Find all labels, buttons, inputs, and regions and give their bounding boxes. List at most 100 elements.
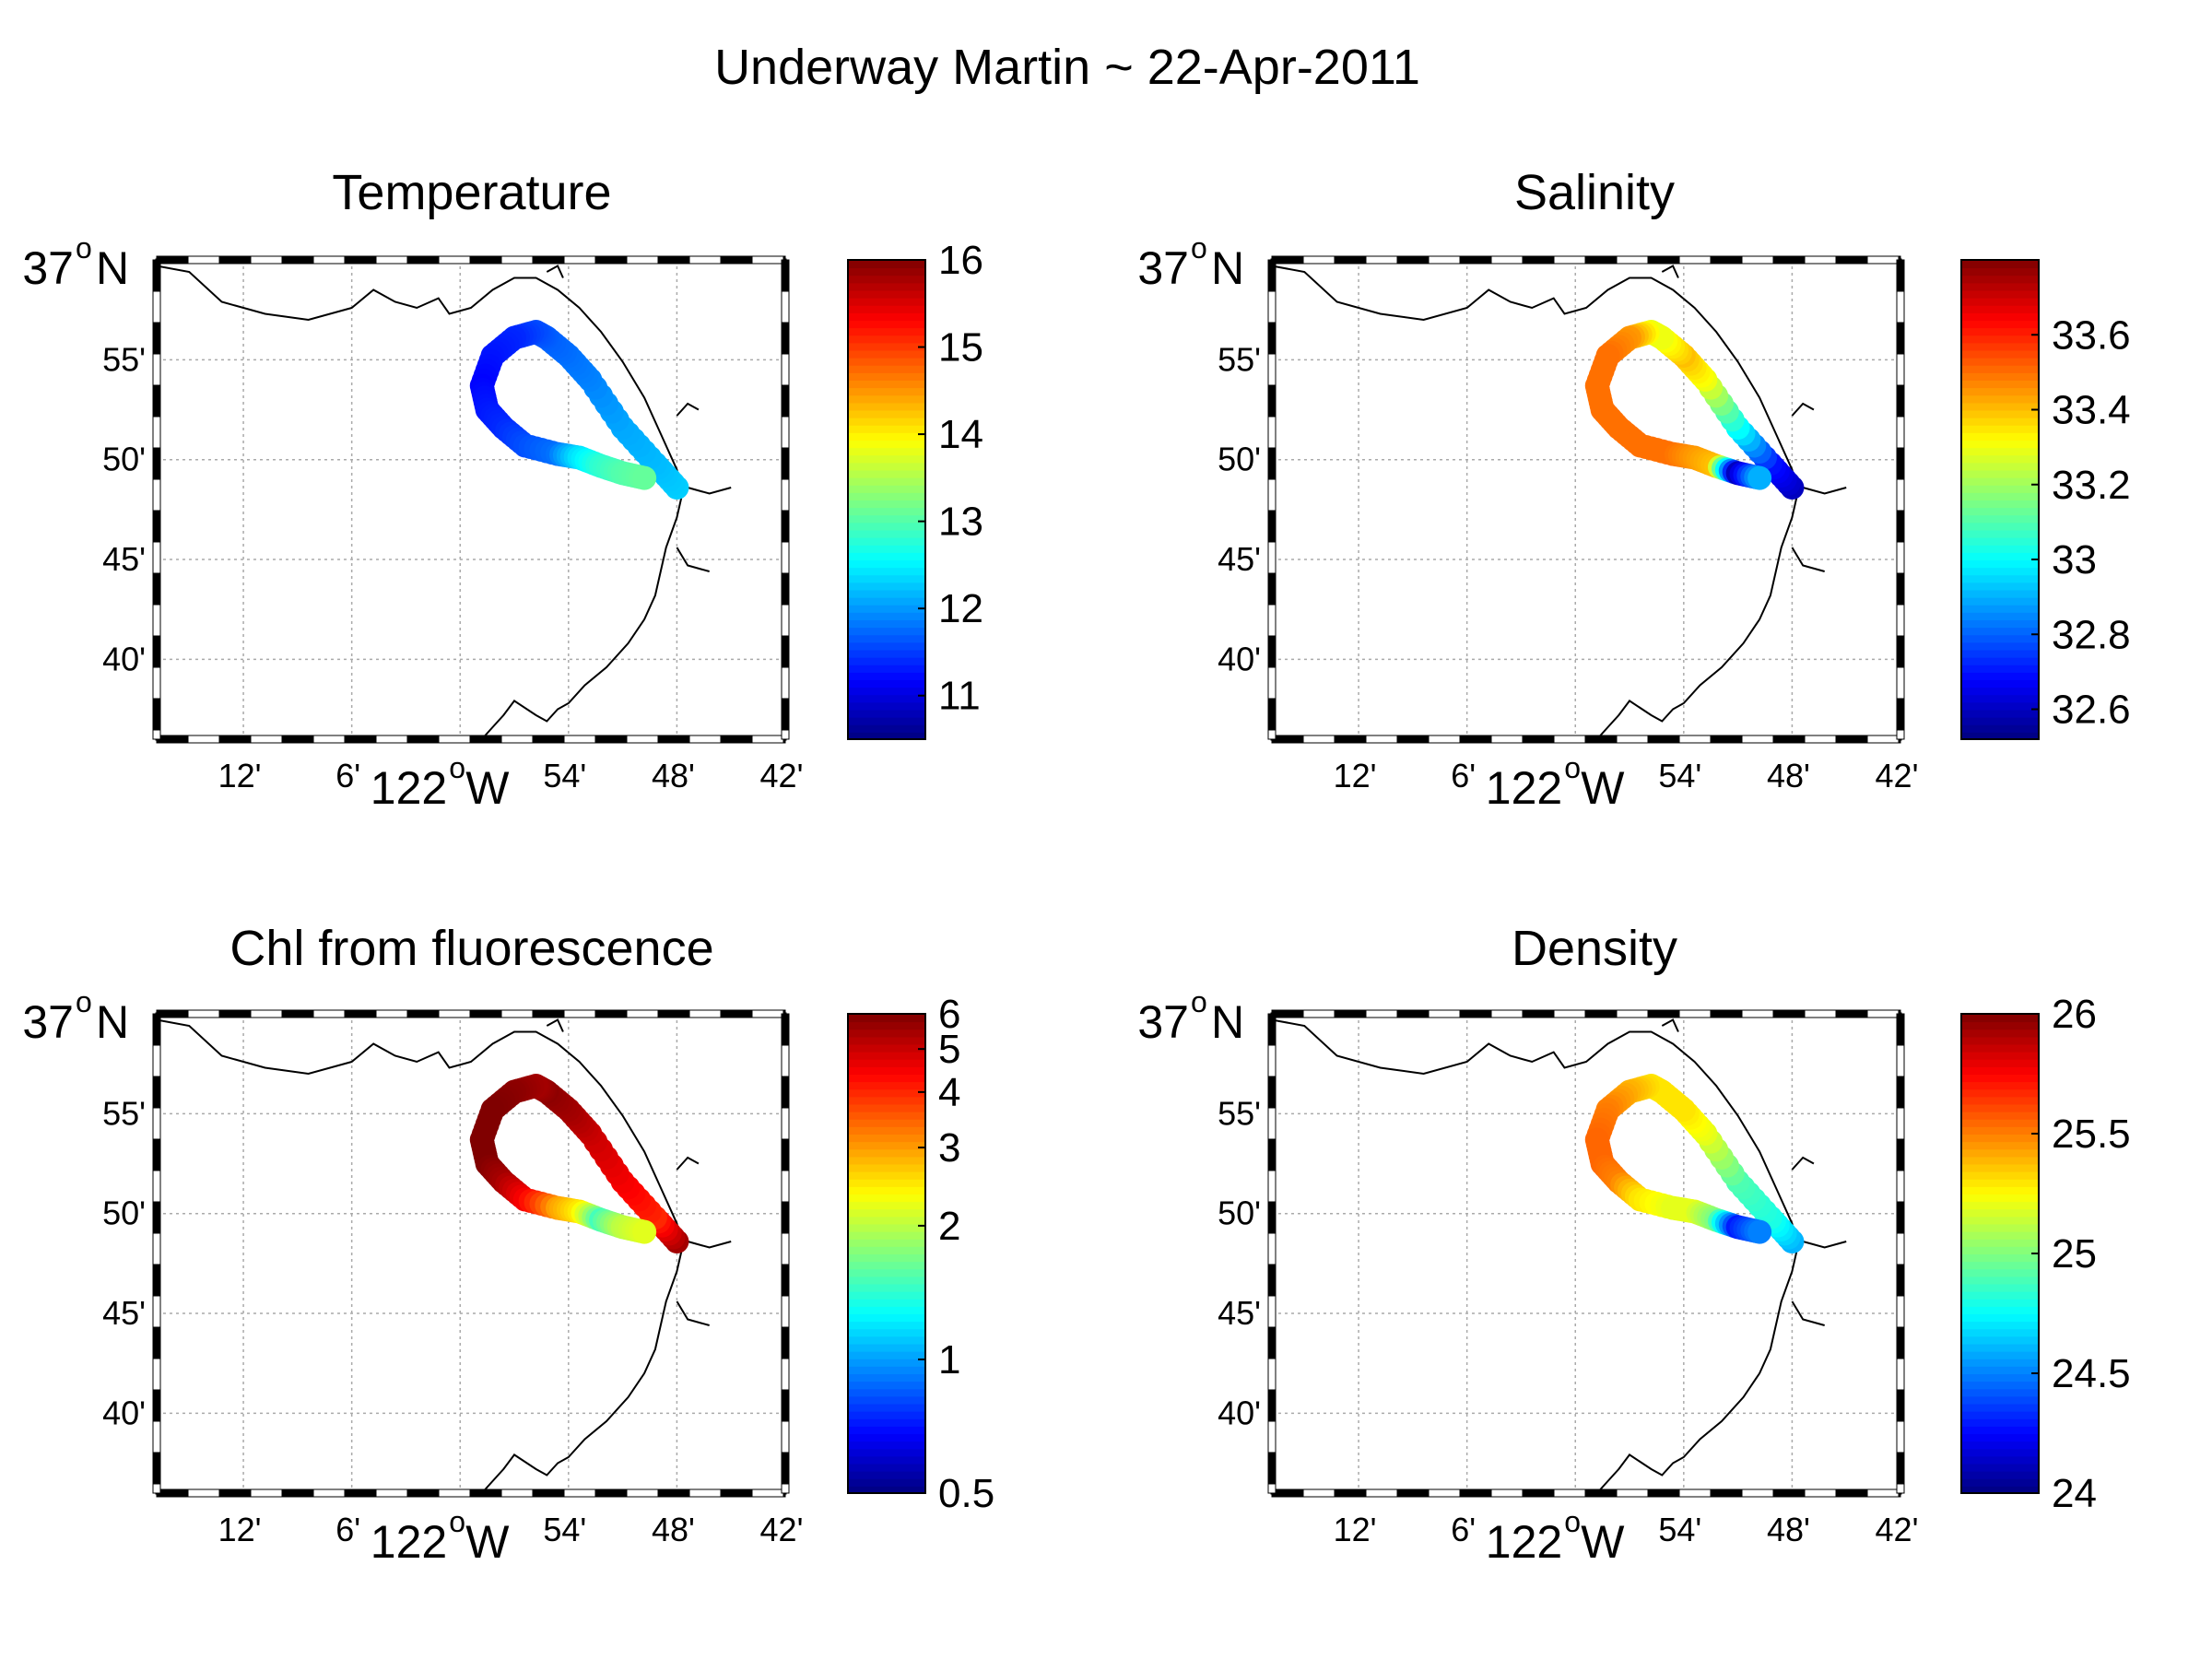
colorbar-band — [1961, 641, 2039, 651]
colorbar-tick-label: 14 — [938, 412, 983, 457]
frame-segment — [1334, 1009, 1367, 1018]
colorbar-band — [1961, 589, 2039, 598]
colorbar-band — [1961, 335, 2039, 344]
frame-segment — [657, 255, 690, 265]
frame-segment — [720, 1488, 753, 1498]
lat-main-label: 37 — [1137, 242, 1189, 294]
colorbar-band — [848, 1463, 925, 1472]
river-line — [676, 1300, 710, 1326]
colorbar: 16 15 14 13 12 11 — [847, 238, 983, 740]
frame-segment — [156, 1488, 189, 1498]
frame-segment — [218, 255, 252, 265]
colorbar-band — [848, 1290, 925, 1300]
frame-segment — [781, 1326, 790, 1359]
river-line — [676, 402, 700, 417]
frame-segment — [1896, 1107, 1905, 1140]
colorbar-band — [848, 491, 925, 500]
colorbar-band — [1961, 611, 2039, 620]
colorbar-band — [848, 589, 925, 598]
colorbar-tick-label: 12 — [938, 586, 983, 631]
colorbar-band — [848, 1178, 925, 1187]
colorbar-band — [1961, 1171, 2039, 1180]
colorbar-tick-label: 5 — [938, 1027, 960, 1072]
colorbar-tick-label: 1 — [938, 1337, 960, 1382]
colorbar-band — [848, 349, 925, 359]
lat-tick-label: 40' — [1218, 640, 1261, 677]
colorbar-band — [1961, 1485, 2039, 1494]
frame-segment — [1896, 1420, 1905, 1453]
frame-segment — [1267, 1452, 1277, 1485]
frame-segment — [1365, 1009, 1398, 1018]
colorbar-band — [848, 1194, 925, 1203]
colorbar-band — [1961, 1253, 2039, 1263]
frame-segment — [281, 1009, 314, 1018]
frame-segment — [1522, 1009, 1555, 1018]
frame-segment — [152, 666, 161, 700]
colorbar-band — [848, 627, 925, 636]
frame-segment — [1553, 255, 1586, 265]
frame-segment — [781, 698, 790, 731]
colorbar-tick-label: 4 — [938, 1070, 960, 1115]
colorbar-band — [1961, 349, 2039, 359]
frame-segment — [1428, 1488, 1461, 1498]
colorbar-band — [1961, 701, 2039, 711]
degree-symbol: o — [1564, 751, 1581, 784]
frame-segment — [152, 1013, 161, 1046]
colorbar-band — [1961, 1051, 2039, 1060]
river-line — [1791, 1300, 1825, 1326]
river-line — [1791, 1156, 1815, 1171]
colorbar-band — [848, 649, 925, 658]
colorbar-band — [848, 701, 925, 711]
colorbar-band — [848, 1201, 925, 1210]
frame-segment — [152, 604, 161, 637]
colorbar-band — [1961, 1395, 2039, 1405]
frame-segment — [1428, 255, 1461, 265]
degree-symbol: o — [76, 231, 92, 265]
frame-segment — [469, 255, 502, 265]
colorbar-band — [1961, 1178, 2039, 1187]
colorbar-band — [1961, 1036, 2039, 1045]
colorbar-band — [848, 417, 925, 426]
colorbar-band — [1961, 574, 2039, 583]
frame-segment — [532, 255, 565, 265]
frame-segment — [152, 1138, 161, 1171]
colorbar-band — [848, 582, 925, 591]
river-line — [1802, 1241, 1847, 1249]
frame-segment — [563, 1009, 596, 1018]
colorbar: 654 3 2 1 0.5 — [847, 992, 994, 1516]
colorbar-band — [848, 1313, 925, 1323]
frame-segment — [781, 1483, 790, 1494]
frame-segment — [152, 1358, 161, 1391]
frame-segment — [152, 1107, 161, 1140]
river-line — [1661, 265, 1679, 278]
frame-segment — [626, 735, 659, 744]
frame-segment — [1267, 1107, 1277, 1140]
lon-main-label: 122 — [1486, 762, 1562, 814]
frame-segment — [156, 1009, 189, 1018]
frame-segment — [1772, 1009, 1806, 1018]
colorbar-band — [1961, 716, 2039, 725]
frame-segment — [563, 255, 596, 265]
frame-segment — [563, 735, 596, 744]
colorbar-band — [1961, 1245, 2039, 1254]
frame-segment — [781, 1107, 790, 1140]
frame-segment — [1302, 1009, 1335, 1018]
lon-main-label: 122 — [1486, 1516, 1562, 1568]
figure-title: Underway Martin ~ 22-Apr-2011 — [714, 40, 1420, 95]
river-line — [1802, 487, 1847, 495]
frame-segment — [1678, 1009, 1712, 1018]
frame-segment — [1271, 255, 1304, 265]
colorbar-band — [848, 1253, 925, 1263]
colorbar-band — [1961, 1096, 2039, 1105]
colorbar-band — [848, 1276, 925, 1285]
colorbar-band — [1961, 582, 2039, 591]
frame-segment — [1267, 1201, 1277, 1234]
colorbar-band — [1961, 320, 2039, 329]
colorbar-band — [848, 1111, 925, 1120]
colorbar-band — [1961, 1268, 2039, 1277]
colorbar-band — [848, 1343, 925, 1352]
panel-title-salinity: Salinity — [1513, 165, 1676, 220]
frame-segment — [250, 1009, 283, 1018]
colorbar-band — [848, 1058, 925, 1067]
